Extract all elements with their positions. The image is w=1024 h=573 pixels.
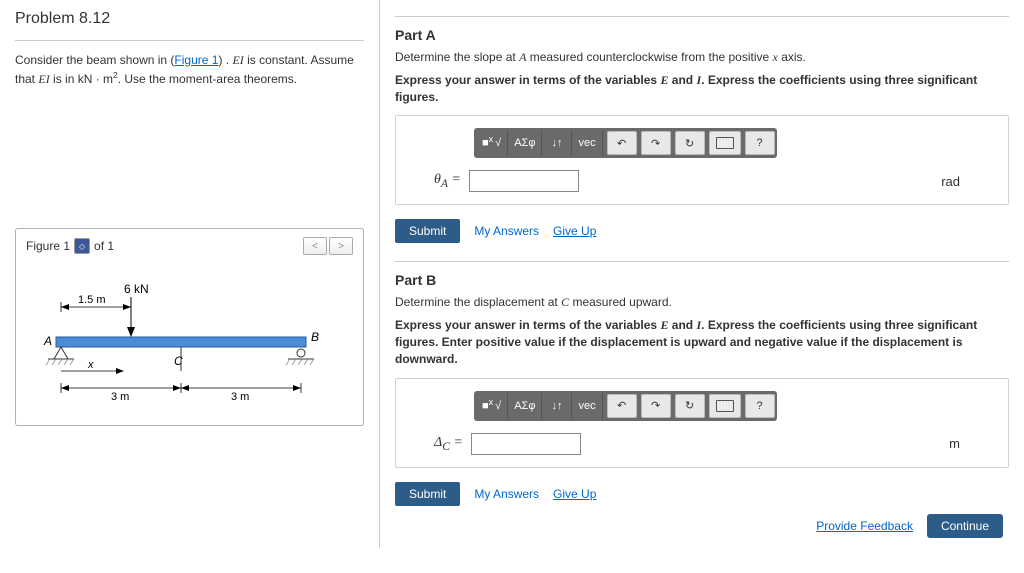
variable: EI xyxy=(38,72,49,86)
point-c: C xyxy=(174,354,183,368)
provide-feedback-link[interactable]: Provide Feedback xyxy=(816,519,913,533)
text: θ xyxy=(434,172,441,187)
vec-button[interactable]: vec xyxy=(572,130,602,156)
reset-button[interactable]: ↻ xyxy=(675,394,705,418)
redo-button[interactable]: ↷ xyxy=(641,131,671,155)
part-a-answer-frame: ■x√ ΑΣφ ↓↑ vec ↶ ↷ ↻ ? θA = rad xyxy=(395,115,1009,205)
figure-panel: Figure 1 ◇ of 1 < > 6 kN xyxy=(15,228,364,426)
text: and xyxy=(668,73,696,87)
sqrt-icon: √ xyxy=(495,137,501,149)
greek-button[interactable]: ΑΣφ xyxy=(508,130,542,156)
dim-left: 1.5 m xyxy=(78,294,106,306)
answer-label-a: θA = xyxy=(434,172,461,190)
templates-icon: ■ xyxy=(482,400,489,412)
text: axis. xyxy=(778,50,806,64)
text: Determine the slope at xyxy=(395,50,519,64)
text: = xyxy=(448,172,461,187)
vec-button[interactable]: vec xyxy=(572,393,602,419)
span2: 3 m xyxy=(231,391,249,403)
subscript-button[interactable]: ↓↑ xyxy=(542,393,572,419)
variable: EI xyxy=(232,53,243,67)
text: ) . xyxy=(218,53,232,67)
part-b-instruction1: Determine the displacement at C measured… xyxy=(395,294,1009,311)
text: = xyxy=(450,435,463,450)
give-up-link-a[interactable]: Give Up xyxy=(553,224,596,238)
figure-of: of 1 xyxy=(94,239,114,253)
continue-button[interactable]: Continue xyxy=(927,514,1003,538)
help-button[interactable]: ? xyxy=(745,394,775,418)
figure-select-icon[interactable]: ◇ xyxy=(74,238,90,254)
part-b-answer-frame: ■x√ ΑΣφ ↓↑ vec ↶ ↷ ↻ ? ΔC = m xyxy=(395,378,1009,468)
load-label: 6 kN xyxy=(124,282,149,296)
unit-b: m xyxy=(949,436,960,451)
text: is in xyxy=(50,72,78,86)
figure-label: Figure 1 xyxy=(26,239,70,253)
equation-toolbar-b: ■x√ ΑΣφ ↓↑ vec ↶ ↷ ↻ ? xyxy=(474,391,777,421)
redo-button[interactable]: ↷ xyxy=(641,394,671,418)
subscript-button[interactable]: ↓↑ xyxy=(542,130,572,156)
templates-button[interactable]: ■x√ xyxy=(476,393,508,419)
answer-input-a[interactable] xyxy=(469,170,579,192)
part-b-instruction2: Express your answer in terms of the vari… xyxy=(395,317,1009,367)
text: Δ xyxy=(434,435,442,450)
text: measured counterclockwise from the posit… xyxy=(526,50,772,64)
templates-icon: ■ xyxy=(482,137,489,149)
text: Express your answer in terms of the vari… xyxy=(395,318,660,332)
beam-diagram: 6 kN 1.5 m A B xyxy=(26,275,346,415)
point-a: A xyxy=(43,334,52,348)
keyboard-button[interactable] xyxy=(709,394,741,418)
greek-button[interactable]: ΑΣφ xyxy=(508,393,542,419)
keyboard-icon xyxy=(716,400,734,412)
keyboard-icon xyxy=(716,137,734,149)
figure-prev-button[interactable]: < xyxy=(303,237,327,255)
help-button[interactable]: ? xyxy=(745,131,775,155)
point-b: B xyxy=(311,330,319,344)
text: kN · m xyxy=(78,72,113,86)
text: . Use the moment-area theorems. xyxy=(118,72,297,86)
answer-input-b[interactable] xyxy=(471,433,581,455)
unit-a: rad xyxy=(941,174,960,189)
text: Determine the displacement at xyxy=(395,295,561,309)
span1: 3 m xyxy=(111,391,129,403)
problem-statement: Consider the beam shown in (Figure 1) . … xyxy=(15,51,364,88)
x-label: x xyxy=(87,359,94,371)
my-answers-link-a[interactable]: My Answers xyxy=(474,224,539,238)
text: measured upward. xyxy=(569,295,672,309)
answer-label-b: ΔC = xyxy=(434,435,463,453)
reset-button[interactable]: ↻ xyxy=(675,131,705,155)
part-b-title: Part B xyxy=(395,272,1009,288)
text: C xyxy=(442,439,450,452)
text: Consider the beam shown in ( xyxy=(15,53,174,67)
divider xyxy=(395,16,1009,17)
part-a-instruction2: Express your answer in terms of the vari… xyxy=(395,72,1009,106)
problem-title: Problem 8.12 xyxy=(15,10,364,28)
text: Express your answer in terms of the vari… xyxy=(395,73,660,87)
templates-button[interactable]: ■x√ xyxy=(476,130,508,156)
figure-next-button[interactable]: > xyxy=(329,237,353,255)
give-up-link-b[interactable]: Give Up xyxy=(553,487,596,501)
submit-button-a[interactable]: Submit xyxy=(395,219,460,243)
undo-button[interactable]: ↶ xyxy=(607,394,637,418)
keyboard-button[interactable] xyxy=(709,131,741,155)
my-answers-link-b[interactable]: My Answers xyxy=(474,487,539,501)
variable: C xyxy=(561,295,569,309)
text: and xyxy=(668,318,696,332)
part-a-title: Part A xyxy=(395,27,1009,43)
part-a-instruction1: Determine the slope at A measured counte… xyxy=(395,49,1009,66)
text: A xyxy=(441,177,448,190)
divider xyxy=(395,261,1009,262)
sqrt-icon: √ xyxy=(495,400,501,412)
submit-button-b[interactable]: Submit xyxy=(395,482,460,506)
divider xyxy=(15,40,364,41)
equation-toolbar: ■x√ ΑΣφ ↓↑ vec ↶ ↷ ↻ ? xyxy=(474,128,777,158)
undo-button[interactable]: ↶ xyxy=(607,131,637,155)
figure-link[interactable]: Figure 1 xyxy=(174,53,218,67)
